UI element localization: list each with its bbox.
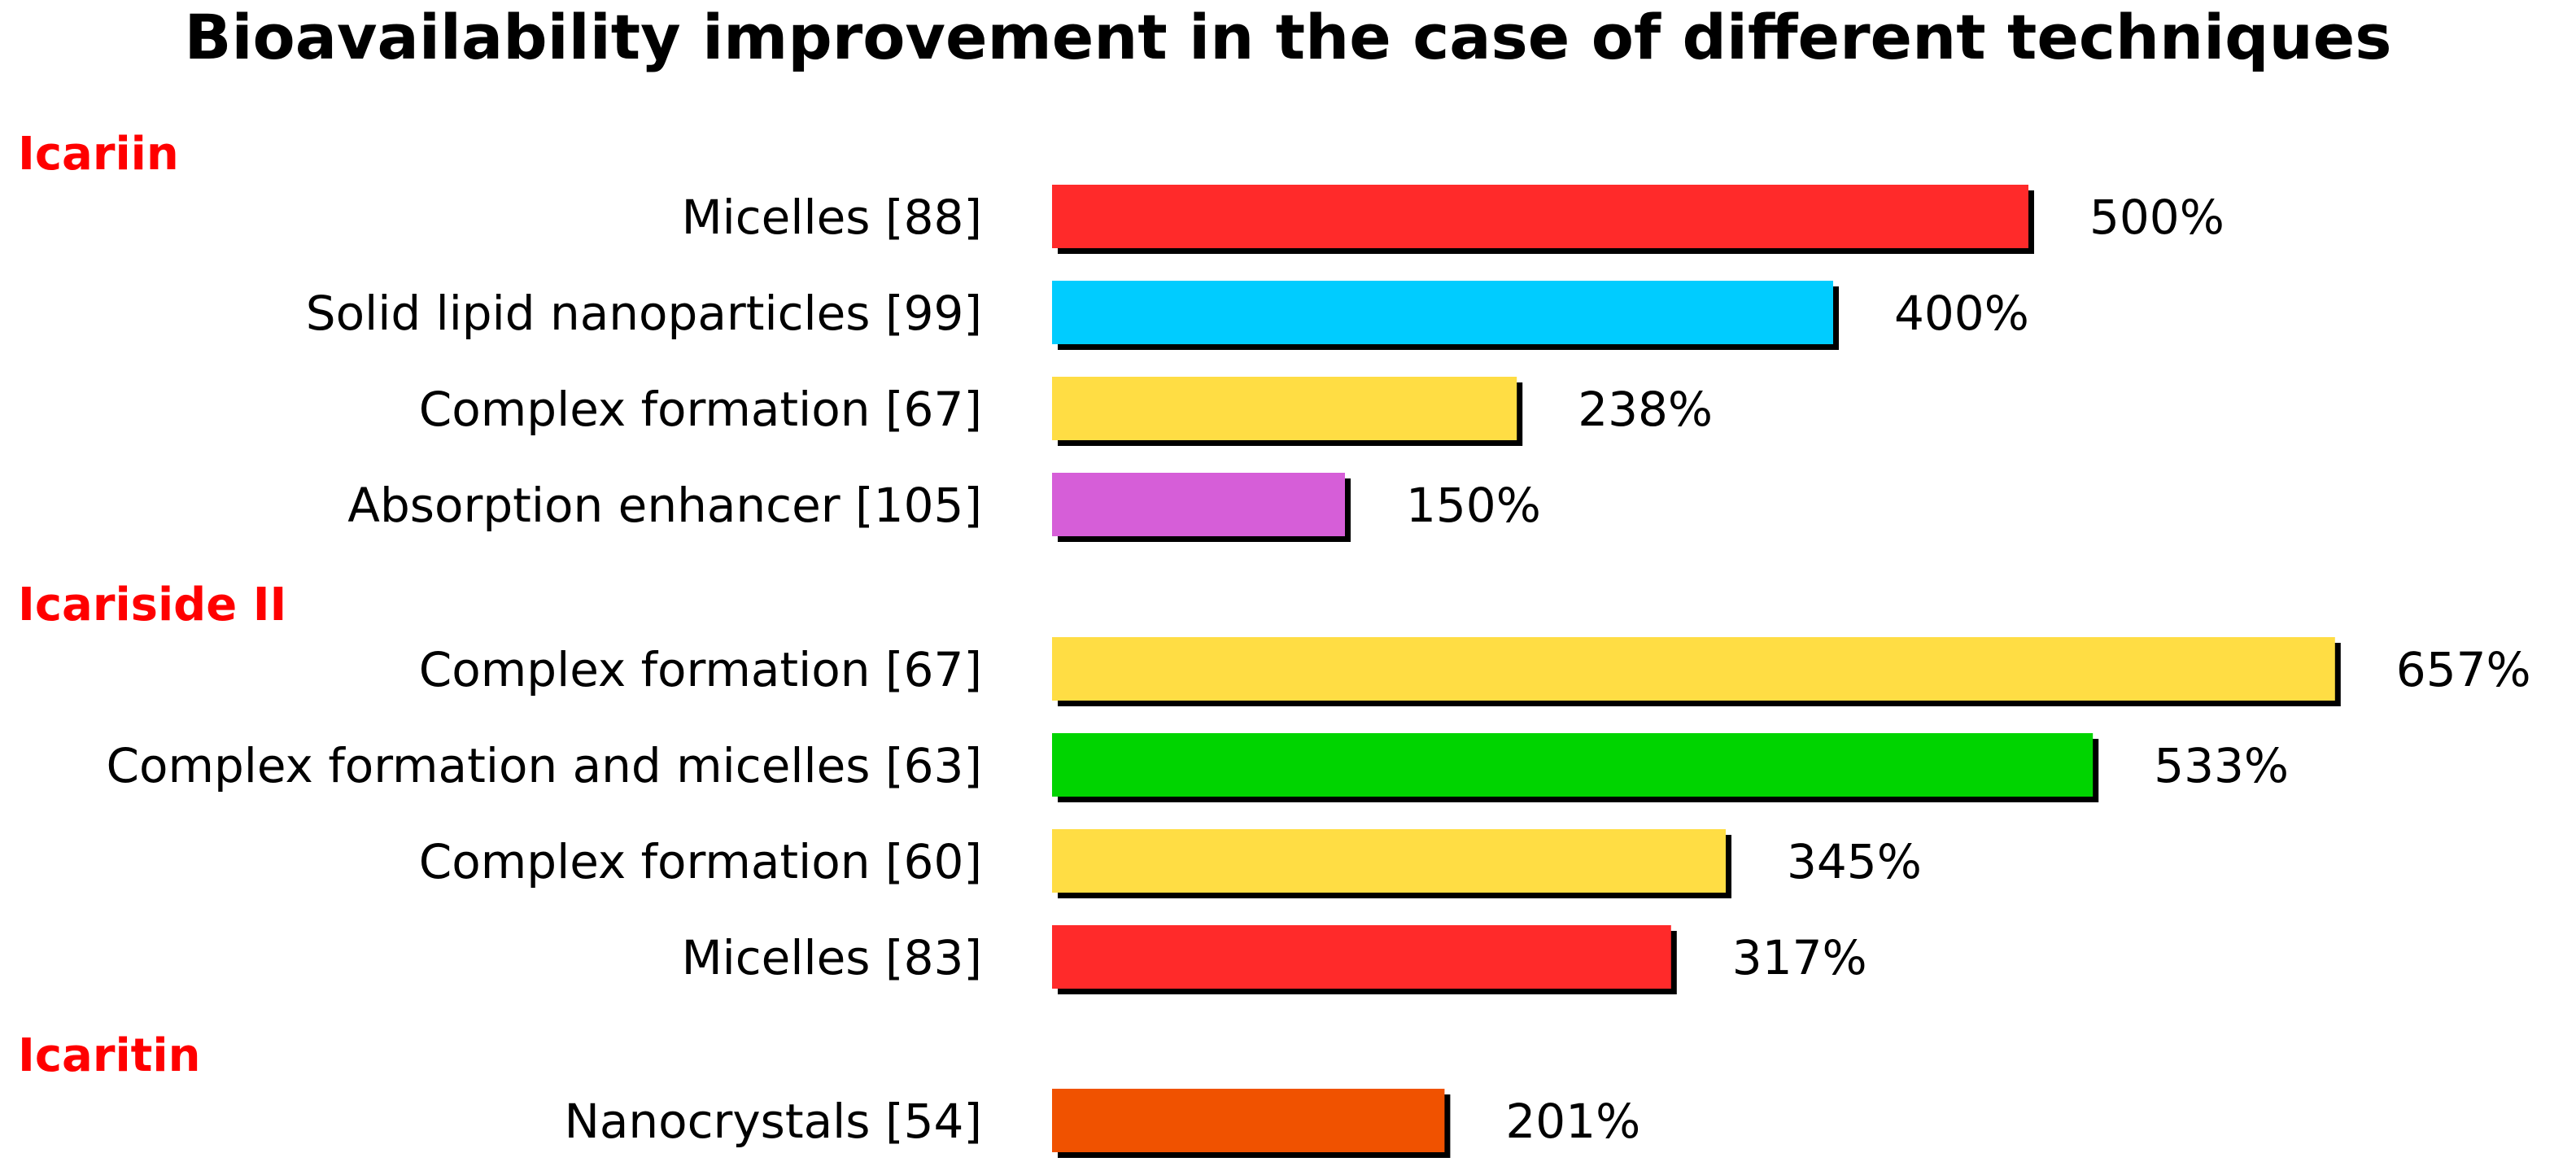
category-label: Micelles [88] [682,190,982,245]
bar [1052,829,1726,893]
value-label: 238% [1578,382,1713,437]
bar [1052,1089,1445,1152]
bar [1052,637,2335,701]
chart-body: Icariin Micelles [88] 500% Solid lipid nano… [18,128,2531,1158]
value-label: 150% [1406,478,1541,533]
group-label: Icariin [18,128,179,181]
bar [1052,281,1833,344]
value-label: 533% [2154,738,2289,793]
group-label: Icaritin [18,1029,200,1082]
category-label: Absorption enhancer [105] [347,478,982,533]
category-label: Micelles [83] [682,930,982,985]
value-label: 317% [1732,930,1867,985]
category-label: Complex formation and micelles [63] [106,738,982,793]
group-label: Icariside II [18,579,286,631]
category-label: Complex formation [67] [419,642,982,697]
value-label: 345% [1787,834,1922,889]
value-label: 500% [2089,190,2225,245]
value-label: 201% [1505,1094,1640,1149]
category-label: Complex formation [67] [419,382,982,437]
bar [1052,733,2094,797]
category-label: Complex formation [60] [419,834,982,889]
bar [1052,185,2028,248]
bar [1052,473,1345,536]
bar [1052,925,1671,989]
chart-title: Bioavailability improvement in the case … [185,1,2392,73]
value-label: 400% [1894,286,2029,341]
value-label: 657% [2396,642,2531,697]
bar [1052,377,1517,440]
category-label: Nanocrystals [54] [564,1094,982,1149]
category-label: Solid lipid nanoparticles [99] [306,286,982,341]
